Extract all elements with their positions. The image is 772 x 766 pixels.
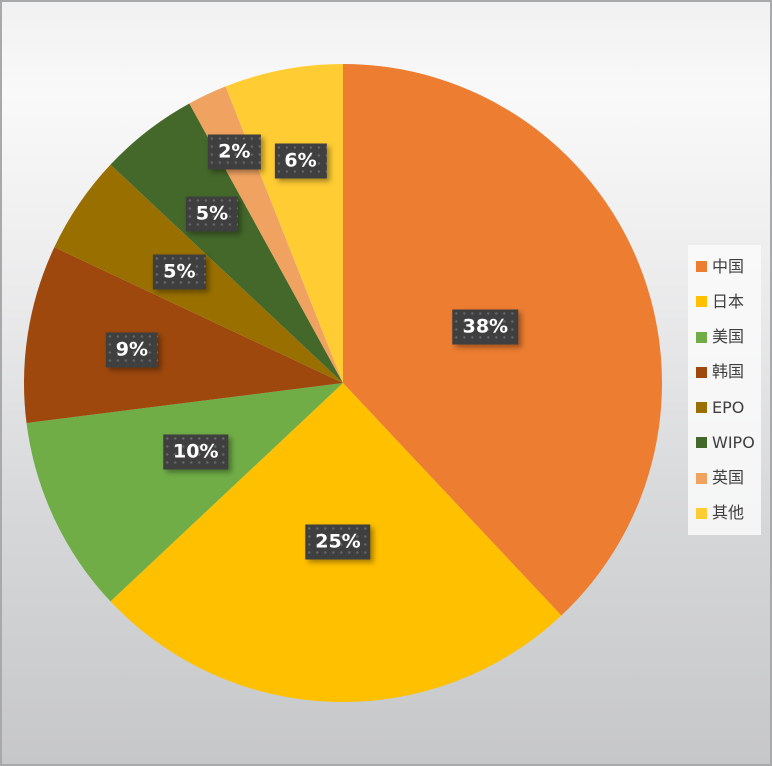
legend-item: 英国 [696, 470, 759, 486]
legend-swatch-icon [696, 507, 707, 519]
legend-item: EPO [696, 397, 759, 417]
legend-item: 中国 [696, 256, 759, 276]
legend-label: EPO [712, 397, 745, 417]
legend-item: 其他 [696, 505, 759, 521]
legend-swatch-icon [696, 296, 707, 308]
pie-slice-3 [26, 383, 343, 602]
legend-swatch-icon [696, 261, 707, 273]
legend-swatch-icon [696, 331, 707, 343]
pie-slice-6 [110, 103, 343, 384]
legend-label: 美国 [712, 327, 745, 347]
legend-label: 中国 [712, 256, 745, 276]
legend-swatch-icon [696, 472, 707, 484]
legend-label: 韩国 [712, 362, 745, 382]
legend-swatch-icon [696, 402, 707, 414]
legend-item: 美国 [696, 329, 759, 345]
legend-label: 其他 [712, 503, 745, 523]
legend-label: 日本 [712, 291, 745, 311]
legend-swatch-icon [696, 437, 707, 449]
legend-item: 韩国 [696, 364, 759, 380]
pie-slice-4 [23, 247, 343, 423]
legend: 中国日本美国韩国 EPO WIPO 英国其他 [688, 245, 761, 535]
legend-label: WIPO [712, 432, 755, 452]
legend-item: 日本 [696, 291, 759, 311]
legend-item: WIPO [696, 432, 759, 452]
legend-label: 英国 [712, 468, 745, 488]
legend-swatch-icon [696, 366, 707, 378]
